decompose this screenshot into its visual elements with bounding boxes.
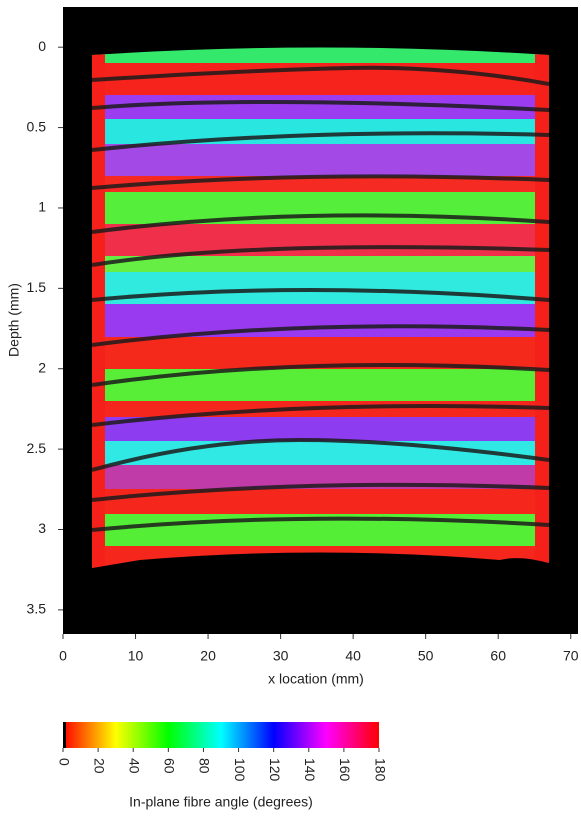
y-tick-label: 0 — [38, 38, 46, 54]
y-axis-label: Depth (mm) — [6, 283, 22, 357]
colorbar-tick-label: 180 — [372, 758, 388, 782]
x-tick-label: 0 — [59, 648, 67, 664]
y-tick-label: 1.5 — [27, 279, 47, 295]
colorbar-tick-label: 80 — [197, 758, 213, 774]
colorbar-tick-label: 0 — [56, 758, 72, 766]
colorbar-tick-label: 120 — [267, 758, 283, 782]
colorbar-tick-label: 60 — [162, 758, 178, 774]
y-tick-label: 2.5 — [27, 440, 47, 456]
x-tick-label: 40 — [345, 648, 361, 664]
colorbar-tick-label: 40 — [127, 758, 143, 774]
y-tick-label: 1 — [38, 199, 46, 215]
y-tick-label: 3 — [38, 520, 46, 536]
colorbar-tick-label: 160 — [337, 758, 353, 782]
y-tick-label: 3.5 — [27, 601, 47, 617]
x-tick-label: 50 — [418, 648, 434, 664]
x-axis-label: x location (mm) — [268, 671, 364, 687]
y-tick-label: 0.5 — [27, 118, 47, 134]
x-tick-label: 10 — [128, 648, 144, 664]
colorbar-zero — [63, 722, 66, 748]
colorbar-tick-label: 140 — [302, 758, 318, 782]
x-tick-label: 20 — [200, 648, 216, 664]
colorbar-tick-label: 100 — [232, 758, 248, 782]
y-tick-label: 2 — [38, 359, 46, 375]
x-tick-label: 70 — [563, 648, 579, 664]
x-tick-label: 60 — [490, 648, 506, 664]
fibre-angle-map — [92, 47, 549, 568]
colorbar-label: In-plane fibre angle (degrees) — [129, 794, 313, 810]
colorbar-tick-label: 20 — [91, 758, 107, 774]
x-tick-label: 30 — [273, 648, 289, 664]
colorbar — [63, 722, 379, 748]
